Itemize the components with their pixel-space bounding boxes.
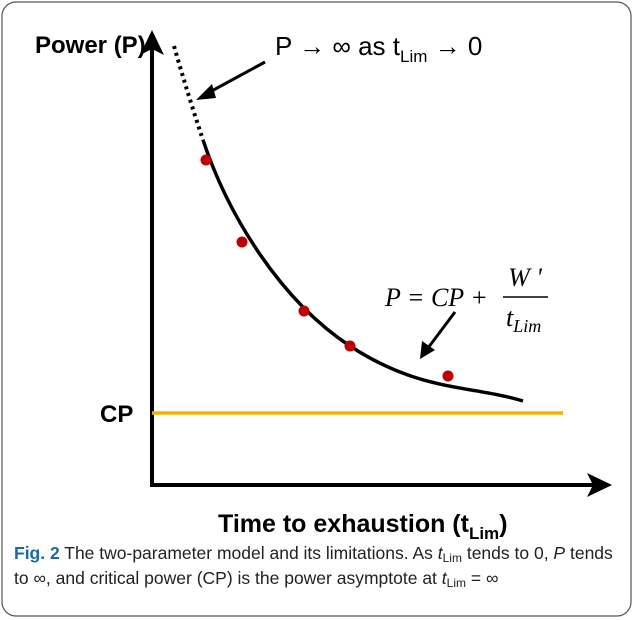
denominator: t bbox=[506, 303, 514, 332]
annotation-text: P → ∞ as t bbox=[275, 31, 401, 61]
caption-label: Fig. 2 bbox=[14, 543, 60, 563]
curve-dotted bbox=[172, 45, 205, 141]
arrowhead bbox=[196, 84, 216, 100]
denominator-sub: Lim bbox=[512, 316, 541, 336]
points bbox=[200, 154, 454, 382]
caption-sub: Lim bbox=[442, 551, 462, 565]
x-label-text: Time to exhaustion (t bbox=[218, 510, 470, 538]
cp-label: CP bbox=[100, 401, 133, 428]
equation-denominator: tLim bbox=[506, 303, 541, 336]
x-arrow bbox=[587, 473, 612, 497]
equation-numerator: W ' bbox=[508, 263, 542, 292]
point bbox=[442, 370, 454, 382]
caption-text: tends to ∞, and critical power (CP) is t… bbox=[14, 543, 613, 588]
caption: Fig. 2 The two-parameter model and its l… bbox=[14, 541, 620, 591]
x-label-tail: ) bbox=[499, 510, 507, 538]
x-axis-label: Time to exhaustion (tLim) bbox=[218, 510, 508, 543]
point bbox=[298, 305, 310, 317]
annotation-arrow bbox=[207, 60, 266, 95]
point bbox=[200, 154, 212, 166]
annotation: P → ∞ as tLim → 0 bbox=[275, 31, 482, 66]
caption-var: t bbox=[437, 543, 443, 563]
x-label-sub: Lim bbox=[469, 524, 499, 543]
caption-sub: Lim bbox=[446, 576, 467, 590]
caption-var: P bbox=[553, 543, 566, 563]
arrowhead bbox=[420, 341, 435, 359]
y-arrow bbox=[140, 30, 164, 55]
caption-var: t bbox=[441, 568, 447, 588]
caption-text: tends to 0, bbox=[461, 543, 554, 563]
curve bbox=[201, 139, 524, 403]
equation-lhs: P = CP + bbox=[384, 283, 488, 312]
point bbox=[344, 340, 356, 352]
annotation-tail: → 0 bbox=[427, 31, 482, 61]
y-axis-label: Power (P) bbox=[35, 32, 146, 59]
annotation-sub: Lim bbox=[400, 47, 427, 66]
caption-text: = ∞ bbox=[466, 568, 499, 588]
equation-arrow bbox=[426, 311, 457, 349]
caption-text: The two-parameter model and its limitati… bbox=[64, 543, 438, 563]
point bbox=[236, 236, 248, 248]
